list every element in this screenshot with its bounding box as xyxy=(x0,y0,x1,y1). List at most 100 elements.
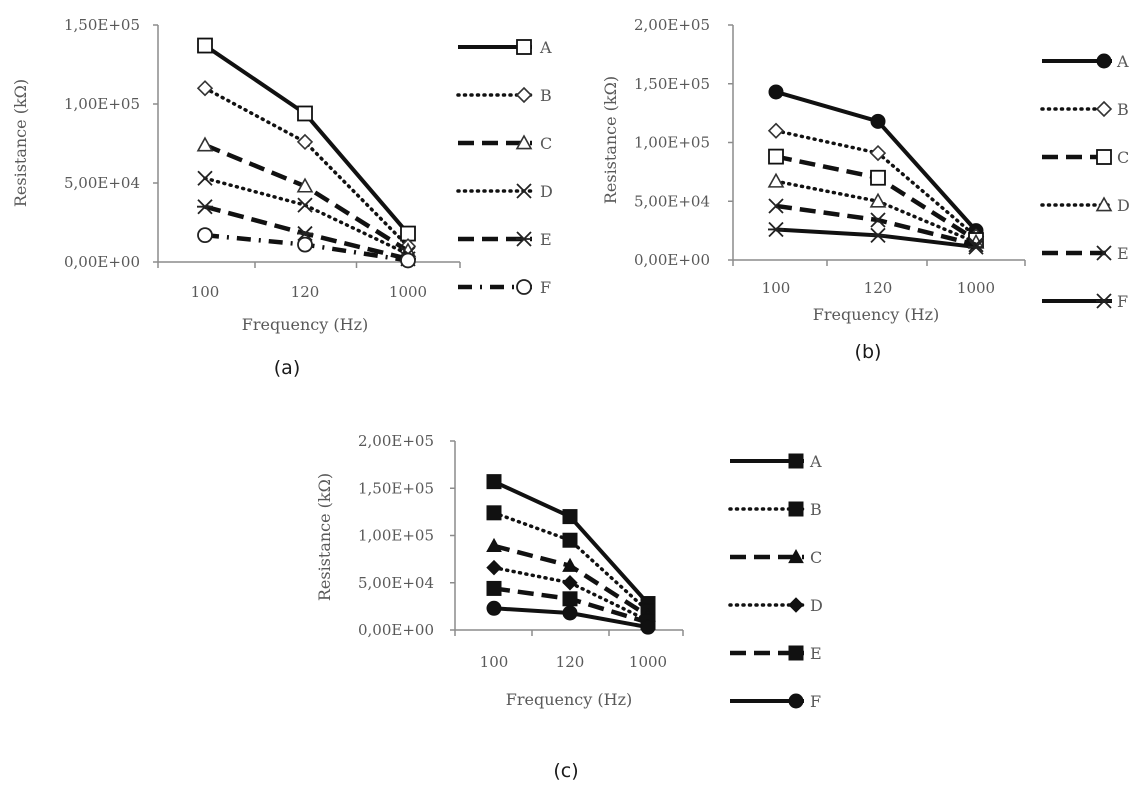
data-point-B xyxy=(869,144,887,162)
legend-label: E xyxy=(1117,244,1129,263)
data-point-D xyxy=(197,170,213,186)
y-tick-label: 1,00E+05 xyxy=(358,527,434,545)
legend-label: D xyxy=(540,182,553,201)
chart-panel-3: 0,00E+00 5,00E+04 1,00E+05 1,50E+05 2,00E+05… xyxy=(315,432,823,782)
data-point-C xyxy=(296,177,314,193)
series-line-B xyxy=(203,86,410,248)
x-tick-label: 1000 xyxy=(389,283,427,301)
legend-item-F: F xyxy=(730,692,821,711)
data-point-F xyxy=(197,227,213,244)
data-point-B xyxy=(562,532,578,548)
y-axis-title: Resistance (kΩ) xyxy=(11,79,30,207)
x-tick-label: 100 xyxy=(480,653,509,671)
legend-label: B xyxy=(540,86,552,105)
data-point-F xyxy=(968,239,984,255)
data-point-F xyxy=(870,227,886,243)
series-line-B xyxy=(492,511,650,613)
legend-item-A: A xyxy=(730,452,822,471)
chart-panel-1: 0,00E+00 5,00E+04 1,00E+05 1,50E+05 100 120 10… xyxy=(11,16,553,379)
series-F xyxy=(197,227,416,269)
panel-caption: (c) xyxy=(553,760,578,782)
series-C xyxy=(768,148,984,248)
legend-marker xyxy=(788,453,804,469)
x-axis-title: Frequency (Hz) xyxy=(242,315,369,334)
legend-label: C xyxy=(810,548,822,567)
data-point-C xyxy=(562,557,578,572)
y-tick-label: 1,00E+05 xyxy=(64,95,140,113)
x-tick-label: 100 xyxy=(762,279,791,297)
legend-marker xyxy=(788,597,804,613)
y-tick-label: 0,00E+00 xyxy=(358,621,434,639)
y-tick-label: 1,00E+05 xyxy=(634,134,710,152)
legend-marker xyxy=(1096,293,1112,309)
legend-item-E: E xyxy=(1042,244,1129,263)
series-F xyxy=(486,600,656,635)
data-point-D xyxy=(486,559,502,576)
data-point-F xyxy=(297,236,313,253)
y-tick-label: 5,00E+04 xyxy=(634,192,710,210)
data-point-E xyxy=(870,212,886,228)
legend-marker xyxy=(516,279,532,295)
y-tick-label: 1,50E+05 xyxy=(358,479,434,497)
legend-marker xyxy=(1096,149,1112,165)
data-point-F xyxy=(640,619,656,635)
data-point-C xyxy=(486,537,502,552)
y-tick-label: 1,50E+05 xyxy=(64,16,140,34)
legend-label: F xyxy=(1117,292,1128,311)
legend-label: E xyxy=(810,644,822,663)
legend-item-F: F xyxy=(458,278,551,297)
data-point-D xyxy=(297,197,313,213)
data-point-A xyxy=(870,113,886,129)
x-tick-label: 120 xyxy=(556,653,585,671)
x-axis-title: Frequency (Hz) xyxy=(813,305,940,324)
legend-marker xyxy=(516,183,532,199)
series-F xyxy=(768,221,984,255)
y-axis-title: Resistance (kΩ) xyxy=(601,76,620,204)
panel-caption: (a) xyxy=(274,357,300,379)
legend-item-E: E xyxy=(458,230,552,249)
legend-item-D: D xyxy=(1040,196,1130,215)
legend-item-C: C xyxy=(1042,148,1129,167)
data-point-B xyxy=(486,505,502,521)
data-point-D xyxy=(767,172,785,188)
y-tick-label: 2,00E+05 xyxy=(634,16,710,34)
chart-panel-2: 0,00E+00 5,00E+04 1,00E+05 1,50E+05 2,00E+05… xyxy=(601,16,1130,363)
legend-label: C xyxy=(540,134,552,153)
legend-label: D xyxy=(810,596,823,615)
legend-marker xyxy=(788,501,804,517)
legend-marker xyxy=(516,231,532,247)
data-point-E xyxy=(968,237,984,253)
series-A xyxy=(197,37,416,242)
y-tick-label: 0,00E+00 xyxy=(64,253,140,271)
legend-label: F xyxy=(540,278,551,297)
legend-item-A: A xyxy=(1042,52,1129,71)
data-point-E xyxy=(197,199,213,215)
legend-label: C xyxy=(1117,148,1129,167)
x-axis-title: Frequency (Hz) xyxy=(506,690,633,709)
legend-label: B xyxy=(810,500,822,519)
y-axis-title: Resistance (kΩ) xyxy=(315,473,334,601)
legend-label: D xyxy=(1117,196,1130,215)
data-point-C xyxy=(870,169,886,186)
data-point-D xyxy=(869,192,887,208)
legend-item-B: B xyxy=(728,500,822,519)
data-point-C xyxy=(768,148,784,165)
x-tick-label: 1000 xyxy=(629,653,667,671)
data-point-A xyxy=(562,509,578,525)
x-tick-label: 100 xyxy=(191,283,220,301)
data-point-F xyxy=(768,221,784,238)
data-point-B xyxy=(196,80,214,97)
legend-label: A xyxy=(539,38,552,57)
legend-item-B: B xyxy=(1040,100,1129,119)
data-point-B xyxy=(767,122,785,139)
data-point-E xyxy=(768,198,784,214)
data-point-A xyxy=(486,474,502,490)
legend-marker xyxy=(788,548,804,564)
x-tick-label: 120 xyxy=(864,279,893,297)
legend-item-C: C xyxy=(458,134,552,153)
data-point-A xyxy=(768,84,784,100)
legend-marker xyxy=(516,39,532,55)
legend-marker xyxy=(1096,245,1112,261)
legend-label: E xyxy=(540,230,552,249)
panel-caption: (b) xyxy=(855,341,882,363)
